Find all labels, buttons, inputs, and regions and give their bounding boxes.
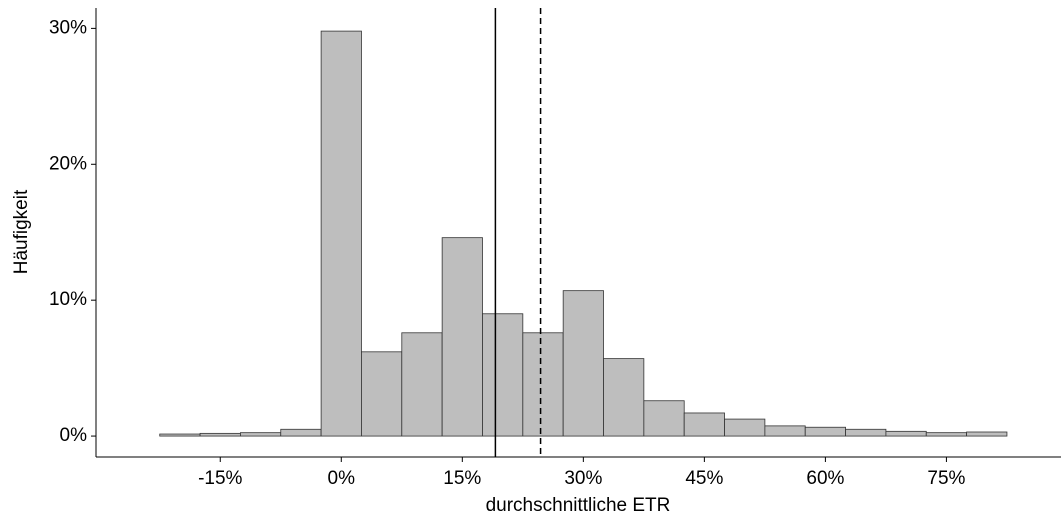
bar — [845, 428, 887, 437]
bar — [522, 332, 564, 437]
bar — [724, 418, 766, 437]
bar — [643, 400, 685, 437]
bar — [280, 428, 322, 437]
x-tick-label: 30% — [564, 468, 602, 489]
x-tick-label: 60% — [806, 468, 844, 489]
x-tick-label: 15% — [443, 468, 481, 489]
bar — [401, 332, 443, 437]
bar — [361, 351, 403, 437]
bar — [925, 432, 967, 437]
bar — [966, 431, 1008, 437]
x-axis-title: durchschnittliche ETR — [486, 495, 671, 516]
bar — [240, 432, 282, 437]
bar — [764, 425, 806, 437]
bar — [482, 313, 524, 437]
bar — [683, 412, 725, 437]
bar — [804, 426, 846, 437]
y-tick-label: 20% — [49, 153, 87, 174]
y-axis-title: Häufigkeit — [11, 189, 32, 274]
bar — [199, 432, 241, 437]
y-tick-label: 10% — [49, 289, 87, 310]
bar — [320, 30, 362, 437]
bar — [603, 358, 645, 437]
bar — [885, 430, 927, 437]
y-tick-label: 30% — [49, 17, 87, 38]
x-tick-label: 45% — [685, 468, 723, 489]
y-tick-label: 0% — [60, 425, 88, 446]
x-tick-label: 0% — [328, 468, 356, 489]
x-tick-label: 75% — [927, 468, 965, 489]
bar — [562, 290, 604, 437]
bar — [441, 237, 483, 437]
x-tick-label: -15% — [198, 468, 242, 489]
bar — [159, 433, 201, 437]
